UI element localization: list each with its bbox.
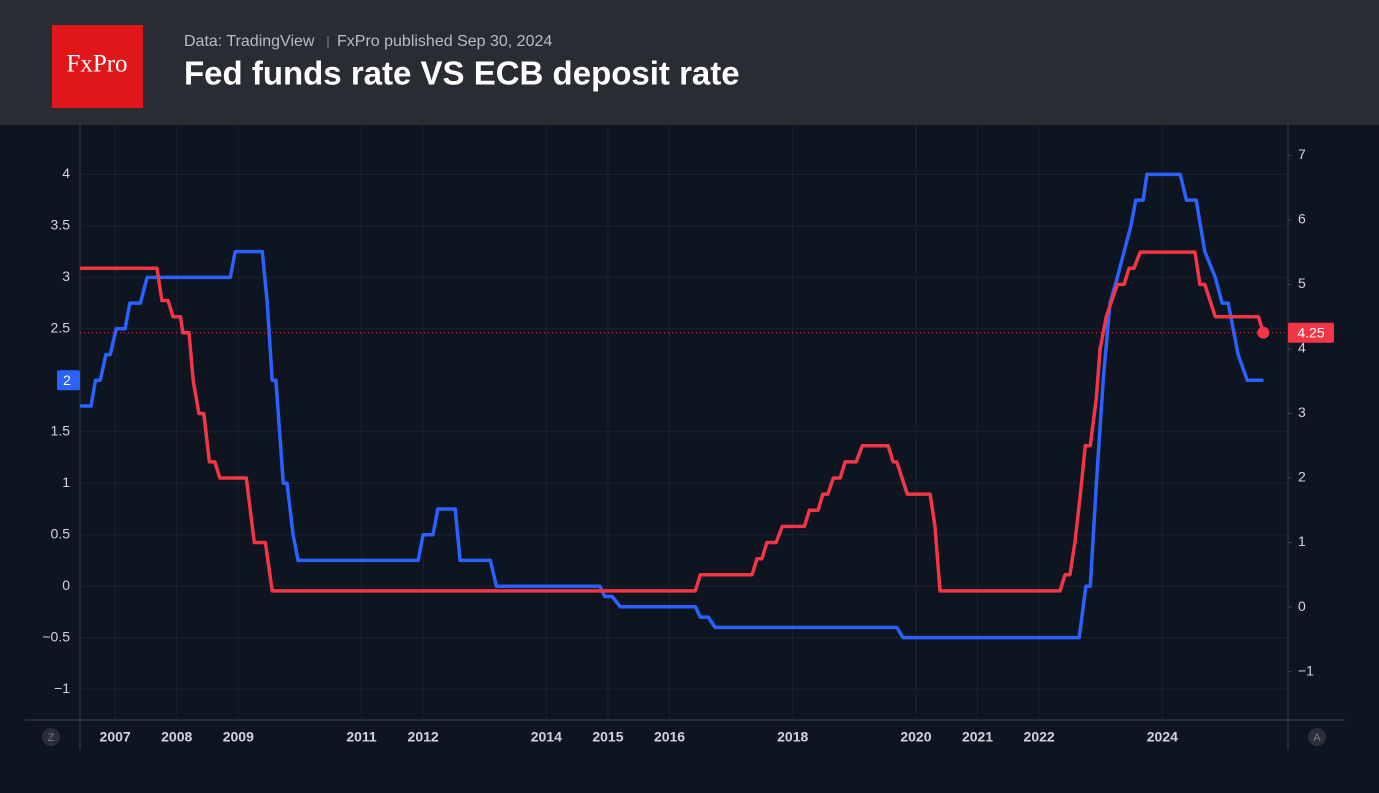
control-label[interactable]: Z	[48, 732, 55, 744]
y2-tick-label: 7	[1298, 146, 1306, 162]
published: FxPro published Sep 30, 2024	[337, 33, 552, 50]
last-value-badge	[1288, 322, 1334, 343]
x-tick-label: 2022	[1024, 729, 1055, 745]
y2-tick-label: 3	[1298, 404, 1306, 420]
y2-tick-label: 2	[1298, 469, 1306, 485]
y-tick-label: 1.5	[51, 422, 71, 438]
x-tick-label: 2007	[100, 729, 131, 745]
y2-tick-label: 5	[1298, 275, 1306, 291]
y-tick-label: 2.5	[51, 320, 71, 336]
logo: FxPro	[66, 51, 127, 78]
last-point	[1257, 326, 1270, 339]
y-tick-label: −0.5	[42, 628, 70, 644]
y-tick-label: 3	[62, 268, 70, 284]
control-button[interactable]	[42, 728, 60, 746]
y-tick-label: 1	[62, 474, 70, 490]
y2-tick-label: −1	[1298, 662, 1314, 678]
source: Data: TradingView	[184, 33, 315, 50]
y2-tick-label: 1	[1298, 533, 1306, 549]
logo-box	[52, 25, 143, 108]
x-tick-label: 2021	[962, 729, 993, 745]
x-tick-label: 2018	[777, 729, 808, 745]
x-tick-label: 2012	[408, 729, 439, 745]
control-button[interactable]	[1308, 728, 1326, 746]
series-line	[80, 250, 1266, 593]
y-tick-label: −1	[54, 680, 70, 696]
series-line	[80, 172, 1264, 640]
y-tick-label: 0	[62, 577, 70, 593]
chart-title: Fed funds rate VS ECB deposit rate	[184, 55, 740, 92]
x-tick-label: 2016	[654, 729, 685, 745]
last-value-badge	[57, 370, 80, 391]
y-tick-label: 0.5	[51, 525, 71, 541]
x-tick-label: 2014	[531, 729, 562, 745]
x-tick-label: 2015	[592, 729, 623, 745]
plot: 2007 2008 2009 2011 2012 2014 2015 2016 2018 2020…	[42, 125, 1334, 745]
y2-tick-label: 0	[1298, 598, 1306, 614]
last-value-label: 4.25	[1297, 325, 1324, 341]
y-tick-label: 4	[62, 165, 70, 181]
x-tick-label: 2011	[346, 729, 377, 745]
control-label[interactable]: A	[1313, 732, 1321, 744]
x-tick-label: 2009	[223, 729, 254, 745]
x-tick-label: 2024	[1147, 729, 1178, 745]
y-tick-label: 3.5	[51, 217, 71, 233]
x-tick-label: 2008	[161, 729, 192, 745]
y2-tick-label: 4	[1298, 340, 1306, 356]
x-tick-label: 2020	[900, 729, 931, 745]
y2-tick-label: 6	[1298, 211, 1306, 227]
last-value-label: 2	[63, 372, 71, 388]
header-bar	[0, 0, 1379, 125]
